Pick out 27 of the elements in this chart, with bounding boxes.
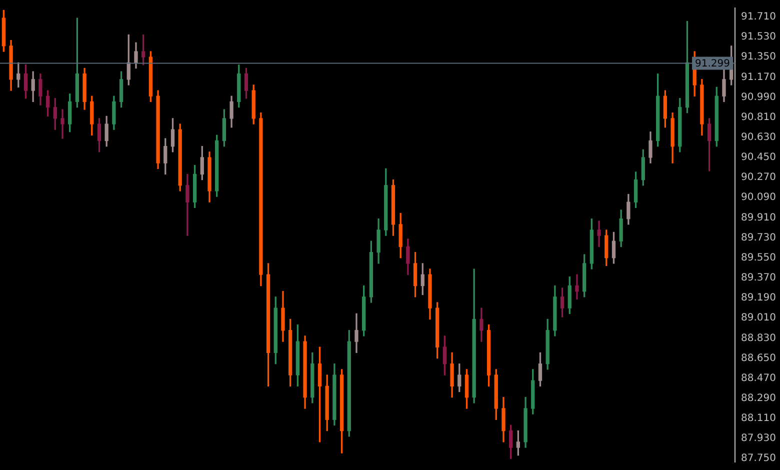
y-tick-label: 90.270 [741, 172, 776, 184]
y-tick-label: 89.550 [741, 252, 776, 264]
y-tick-label: 88.290 [741, 393, 776, 404]
y-tick-label: 88.110 [741, 413, 776, 424]
y-tick-label: 89.010 [741, 312, 776, 324]
y-tick-label: 91.530 [741, 32, 776, 43]
y-tick-label: 90.630 [741, 132, 776, 143]
y-tick-label: 87.750 [741, 453, 776, 464]
y-tick-label: 89.910 [741, 212, 776, 224]
y-tick-label: 90.810 [741, 112, 776, 123]
y-tick-label: 89.190 [741, 292, 776, 304]
y-tick-label: 91.170 [741, 72, 776, 83]
candlestick [597, 220, 601, 248]
candlestick [575, 274, 579, 300]
y-tick-label: 88.650 [741, 352, 776, 364]
y-tick-label: 88.830 [741, 332, 776, 344]
y-tick-label: 91.350 [741, 52, 776, 63]
y-tick-label: 91.710 [741, 12, 776, 23]
y-tick-label: 89.730 [741, 232, 776, 244]
y-tick-label: 89.370 [741, 272, 776, 284]
y-tick-label: 90.090 [741, 192, 776, 204]
ref-line-label: 91.299 [695, 58, 730, 70]
candlestick [60, 109, 64, 139]
y-tick-label: 87.930 [741, 433, 776, 444]
y-tick-label: 90.990 [741, 92, 776, 103]
y-tick-label: 90.450 [741, 152, 776, 164]
y-tick-label: 88.470 [741, 372, 776, 384]
